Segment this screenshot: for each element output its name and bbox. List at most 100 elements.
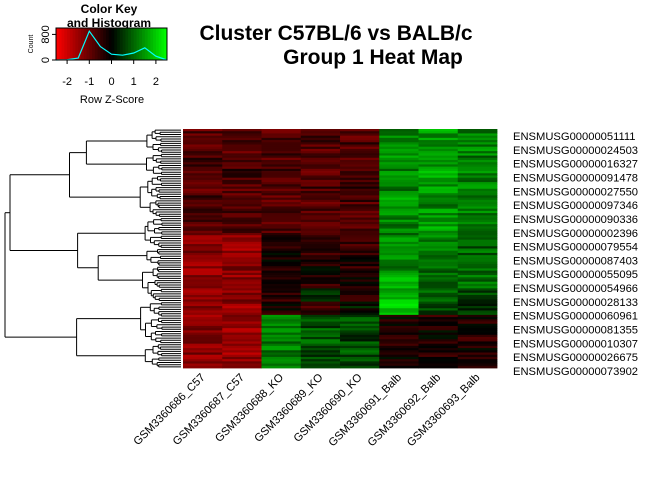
color-key-swatch <box>144 28 149 60</box>
heatmap-cell <box>340 246 380 249</box>
heatmap-cell <box>379 281 419 285</box>
heatmap-cell <box>183 155 223 159</box>
heatmap-cell <box>457 188 498 192</box>
heatmap-cell <box>261 199 302 203</box>
color-key-swatch <box>136 28 140 60</box>
heatmap-cell <box>300 352 341 356</box>
heatmap-cell <box>183 268 223 272</box>
heatmap-cell <box>379 272 419 276</box>
heatmap-cell <box>261 159 302 163</box>
heatmap-cell <box>183 217 223 221</box>
heatmap-cell <box>457 182 498 185</box>
heatmap-cell <box>300 208 341 212</box>
heatmap-cell <box>457 275 498 278</box>
heatmap-cell <box>418 148 459 152</box>
heatmap-cell <box>418 310 459 314</box>
heatmap-cell <box>457 155 498 159</box>
heatmap-cell <box>379 228 419 232</box>
heatmap-cell <box>261 133 302 137</box>
heatmap-cell <box>300 184 341 187</box>
heatmap-cell <box>300 195 341 198</box>
heatmap-cell <box>457 237 498 241</box>
heatmap-cell <box>418 365 459 369</box>
heatmap-cell <box>379 332 419 336</box>
heatmap-cell <box>379 155 419 159</box>
heatmap-cell <box>379 146 419 150</box>
heatmap-cell <box>261 312 302 316</box>
heatmap-cell <box>300 299 341 303</box>
heatmap-cell <box>300 356 341 360</box>
heatmap-cell <box>261 146 302 150</box>
heatmap-cell <box>222 292 262 296</box>
heatmap-cell <box>379 179 419 183</box>
heatmap-cell <box>261 175 302 179</box>
heatmap-cell <box>340 233 380 236</box>
heatmap-cell <box>183 202 223 205</box>
heatmap-cell <box>379 288 419 291</box>
heatmap-cell <box>418 206 459 210</box>
row-label: ENSMUSG00000073902 <box>513 366 638 378</box>
heatmap-cell <box>261 142 302 145</box>
heatmap-cell <box>379 140 419 143</box>
heatmap-cell <box>418 354 459 358</box>
heatmap-cell <box>300 137 341 141</box>
heatmap-cell <box>300 279 341 283</box>
heatmap-cell <box>340 182 380 185</box>
heatmap-cell <box>183 210 223 214</box>
heatmap-cell <box>379 325 419 329</box>
heatmap-cell <box>300 237 341 241</box>
heatmap-cell <box>340 239 380 243</box>
heatmap-cell <box>261 361 302 364</box>
heatmap-cell <box>261 339 302 342</box>
heatmap-cell <box>261 210 302 214</box>
color-key-swatch <box>80 28 85 60</box>
heatmap-cell <box>457 199 498 203</box>
heatmap-cell <box>183 275 223 278</box>
heatmap-cell <box>261 155 302 159</box>
heatmap-cell <box>418 146 459 150</box>
heatmap-cell <box>261 241 302 245</box>
heatmap-cell <box>261 144 302 148</box>
heatmap-cell <box>300 155 341 159</box>
color-key-swatch <box>103 28 107 60</box>
heatmap-cell <box>340 129 380 132</box>
heatmap-cell <box>261 283 302 287</box>
heatmap-cell <box>418 224 459 227</box>
heatmap-cell <box>418 228 459 232</box>
heatmap-cell <box>418 133 459 137</box>
heatmap-cell <box>418 332 459 336</box>
heatmap-cell <box>340 177 380 181</box>
heatmap-cell <box>222 184 262 187</box>
heatmap-cell <box>457 345 498 349</box>
heatmap-cell <box>300 257 341 260</box>
heatmap-cell <box>418 317 459 320</box>
heatmap-cell <box>457 356 498 360</box>
heatmap-cell <box>457 137 498 141</box>
heatmap-cell <box>457 279 498 283</box>
color-key-swatch <box>158 28 162 60</box>
heatmap-cell <box>300 332 341 336</box>
heatmap-cell <box>418 226 459 229</box>
heatmap-cell <box>261 352 302 356</box>
heatmap-cell <box>340 323 380 327</box>
heatmap-cell <box>418 257 459 260</box>
heatmap-cell <box>222 175 262 179</box>
heatmap-cell <box>379 241 419 245</box>
heatmap-cell <box>379 144 419 148</box>
heatmap-cell <box>261 337 302 340</box>
heatmap-cell <box>300 241 341 245</box>
heatmap-cell <box>457 146 498 150</box>
row-label: ENSMUSG00000051111 <box>513 131 636 143</box>
heatmap-cell <box>418 259 459 263</box>
heatmap-cell <box>222 365 262 369</box>
heatmap-cell <box>183 221 223 225</box>
color-key-x-tick-label: -1 <box>84 76 94 88</box>
heatmap-cell <box>222 255 262 258</box>
heatmap-cell <box>261 148 302 152</box>
heatmap-cell <box>183 151 223 154</box>
heatmap-cell <box>261 168 302 172</box>
heatmap-cell <box>457 206 498 210</box>
heatmap-cell <box>340 279 380 283</box>
heatmap-cell <box>183 299 223 303</box>
heatmap-cell <box>379 266 419 269</box>
